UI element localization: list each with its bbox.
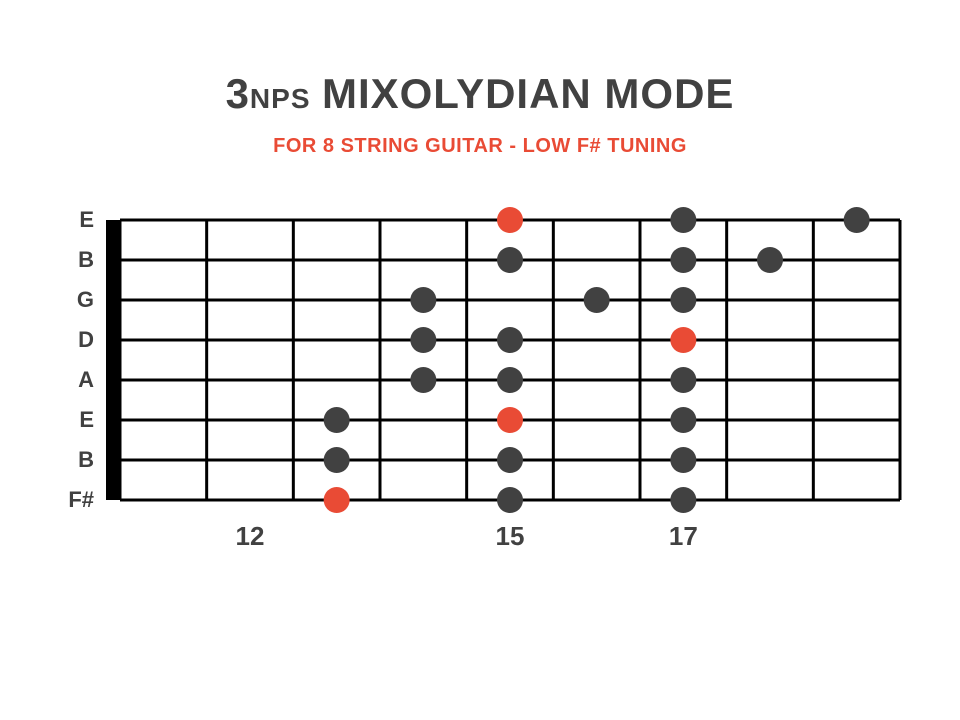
string-label: G [77, 287, 94, 312]
string-label: F# [68, 487, 94, 512]
note-dot [497, 367, 523, 393]
note-dot [670, 367, 696, 393]
note-dot [324, 447, 350, 473]
title-prefix-big: 3 [226, 70, 250, 117]
string-label: E [79, 207, 94, 232]
title-prefix-small: NPS [250, 83, 311, 114]
note-dot [410, 287, 436, 313]
note-dot [497, 247, 523, 273]
nut [106, 220, 120, 500]
fret-label: 12 [236, 521, 265, 551]
title-main: MIXOLYDIAN MODE [322, 70, 734, 117]
note-dot-root [324, 487, 350, 513]
note-dot [497, 487, 523, 513]
note-dot [670, 487, 696, 513]
note-dot [670, 447, 696, 473]
note-dot [497, 327, 523, 353]
string-label: B [78, 447, 94, 472]
note-dot [670, 287, 696, 313]
note-dot [670, 247, 696, 273]
string-label: A [78, 367, 94, 392]
string-label: D [78, 327, 94, 352]
fret-label: 15 [496, 521, 525, 551]
note-dot [324, 407, 350, 433]
note-dot [410, 367, 436, 393]
subtitle: FOR 8 STRING GUITAR - LOW F# TUNING [0, 135, 960, 158]
fretboard-diagram: EBGDAEBF#121517 [60, 180, 920, 620]
note-dot [584, 287, 610, 313]
diagram-container: 3NPS MIXOLYDIAN MODE FOR 8 STRING GUITAR… [0, 0, 960, 720]
title: 3NPS MIXOLYDIAN MODE [0, 70, 960, 118]
note-dot [670, 407, 696, 433]
note-dot [844, 207, 870, 233]
note-dot [410, 327, 436, 353]
note-dot [757, 247, 783, 273]
note-dot [670, 207, 696, 233]
note-dot-root [497, 407, 523, 433]
note-dot-root [497, 207, 523, 233]
string-label: B [78, 247, 94, 272]
note-dot-root [670, 327, 696, 353]
fret-label: 17 [669, 521, 698, 551]
note-dot [497, 447, 523, 473]
subtitle-text: FOR 8 STRING GUITAR - LOW F# TUNING [273, 135, 687, 157]
string-label: E [79, 407, 94, 432]
